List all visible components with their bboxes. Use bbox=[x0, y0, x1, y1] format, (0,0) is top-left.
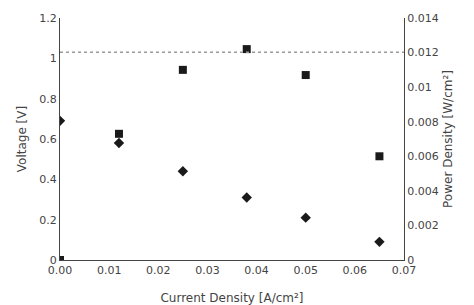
svg-text:0: 0 bbox=[407, 254, 414, 267]
svg-text:0.014: 0.014 bbox=[407, 12, 439, 25]
svg-text:0.012: 0.012 bbox=[407, 46, 439, 59]
svg-text:0.01: 0.01 bbox=[97, 264, 122, 277]
svg-text:Voltage [V]: Voltage [V] bbox=[15, 106, 29, 172]
svg-text:0.6: 0.6 bbox=[39, 133, 57, 146]
svg-text:0.04: 0.04 bbox=[244, 264, 269, 277]
svg-text:0: 0 bbox=[50, 254, 57, 267]
svg-text:Power Density [W/cm²]: Power Density [W/cm²] bbox=[441, 70, 455, 208]
svg-text:0.02: 0.02 bbox=[146, 264, 171, 277]
svg-text:0.01: 0.01 bbox=[407, 81, 432, 94]
svg-text:0.05: 0.05 bbox=[293, 264, 318, 277]
svg-text:Current Density [A/cm²]: Current Density [A/cm²] bbox=[160, 291, 303, 305]
svg-text:0.008: 0.008 bbox=[407, 116, 439, 129]
svg-text:0.006: 0.006 bbox=[407, 150, 439, 163]
svg-text:1: 1 bbox=[50, 52, 57, 65]
svg-text:0.07: 0.07 bbox=[392, 264, 417, 277]
svg-text:0.03: 0.03 bbox=[195, 264, 220, 277]
svg-text:0.4: 0.4 bbox=[39, 173, 57, 186]
svg-text:0.002: 0.002 bbox=[407, 219, 439, 232]
svg-text:1.2: 1.2 bbox=[39, 12, 57, 25]
svg-text:0.004: 0.004 bbox=[407, 185, 439, 198]
svg-text:0.06: 0.06 bbox=[343, 264, 368, 277]
svg-text:0.00: 0.00 bbox=[48, 264, 73, 277]
svg-text:0.8: 0.8 bbox=[39, 93, 57, 106]
svg-text:0.2: 0.2 bbox=[39, 214, 57, 227]
